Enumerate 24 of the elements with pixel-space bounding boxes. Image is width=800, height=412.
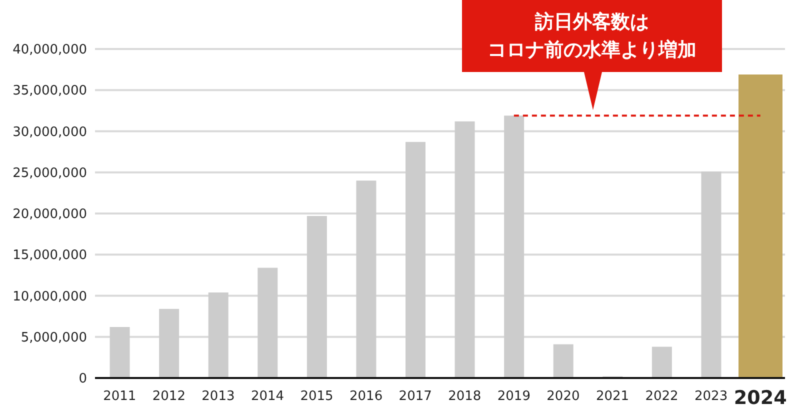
y-tick-label: 0 [78,372,87,387]
x-tick-label: 2017 [398,389,432,404]
x-tick-label: 2021 [596,389,630,404]
y-tick-label: 30,000,000 [12,124,87,140]
x-tick-label: 2020 [546,389,580,404]
x-tick-label: 2023 [694,389,728,404]
y-tick-label: 40,000,000 [12,42,87,58]
y-tick-label: 35,000,000 [12,84,87,99]
x-tick-label: 2013 [202,389,235,404]
x-tick-label: 2012 [152,389,186,404]
x-tick-label: 2016 [350,389,383,404]
x-tick-label: 2015 [300,389,334,404]
x-tick-label: 2019 [497,389,530,404]
y-tick-label: 20,000,000 [12,207,87,222]
y-tick-label: 15,000,000 [12,248,87,264]
x-tick-label: 2018 [448,389,482,404]
x-tick-label: 2014 [250,389,284,404]
x-tick-label: 2011 [103,389,136,404]
x-tick-label: 2022 [645,389,678,404]
y-tick-label: 5,000,000 [20,330,87,346]
y-tick-label: 25,000,000 [12,166,87,181]
y-tick-label: 10,000,000 [12,289,87,304]
annotation: コロナ前の水準より増加 [488,38,696,63]
x-tick-label: 2024 [734,387,787,409]
